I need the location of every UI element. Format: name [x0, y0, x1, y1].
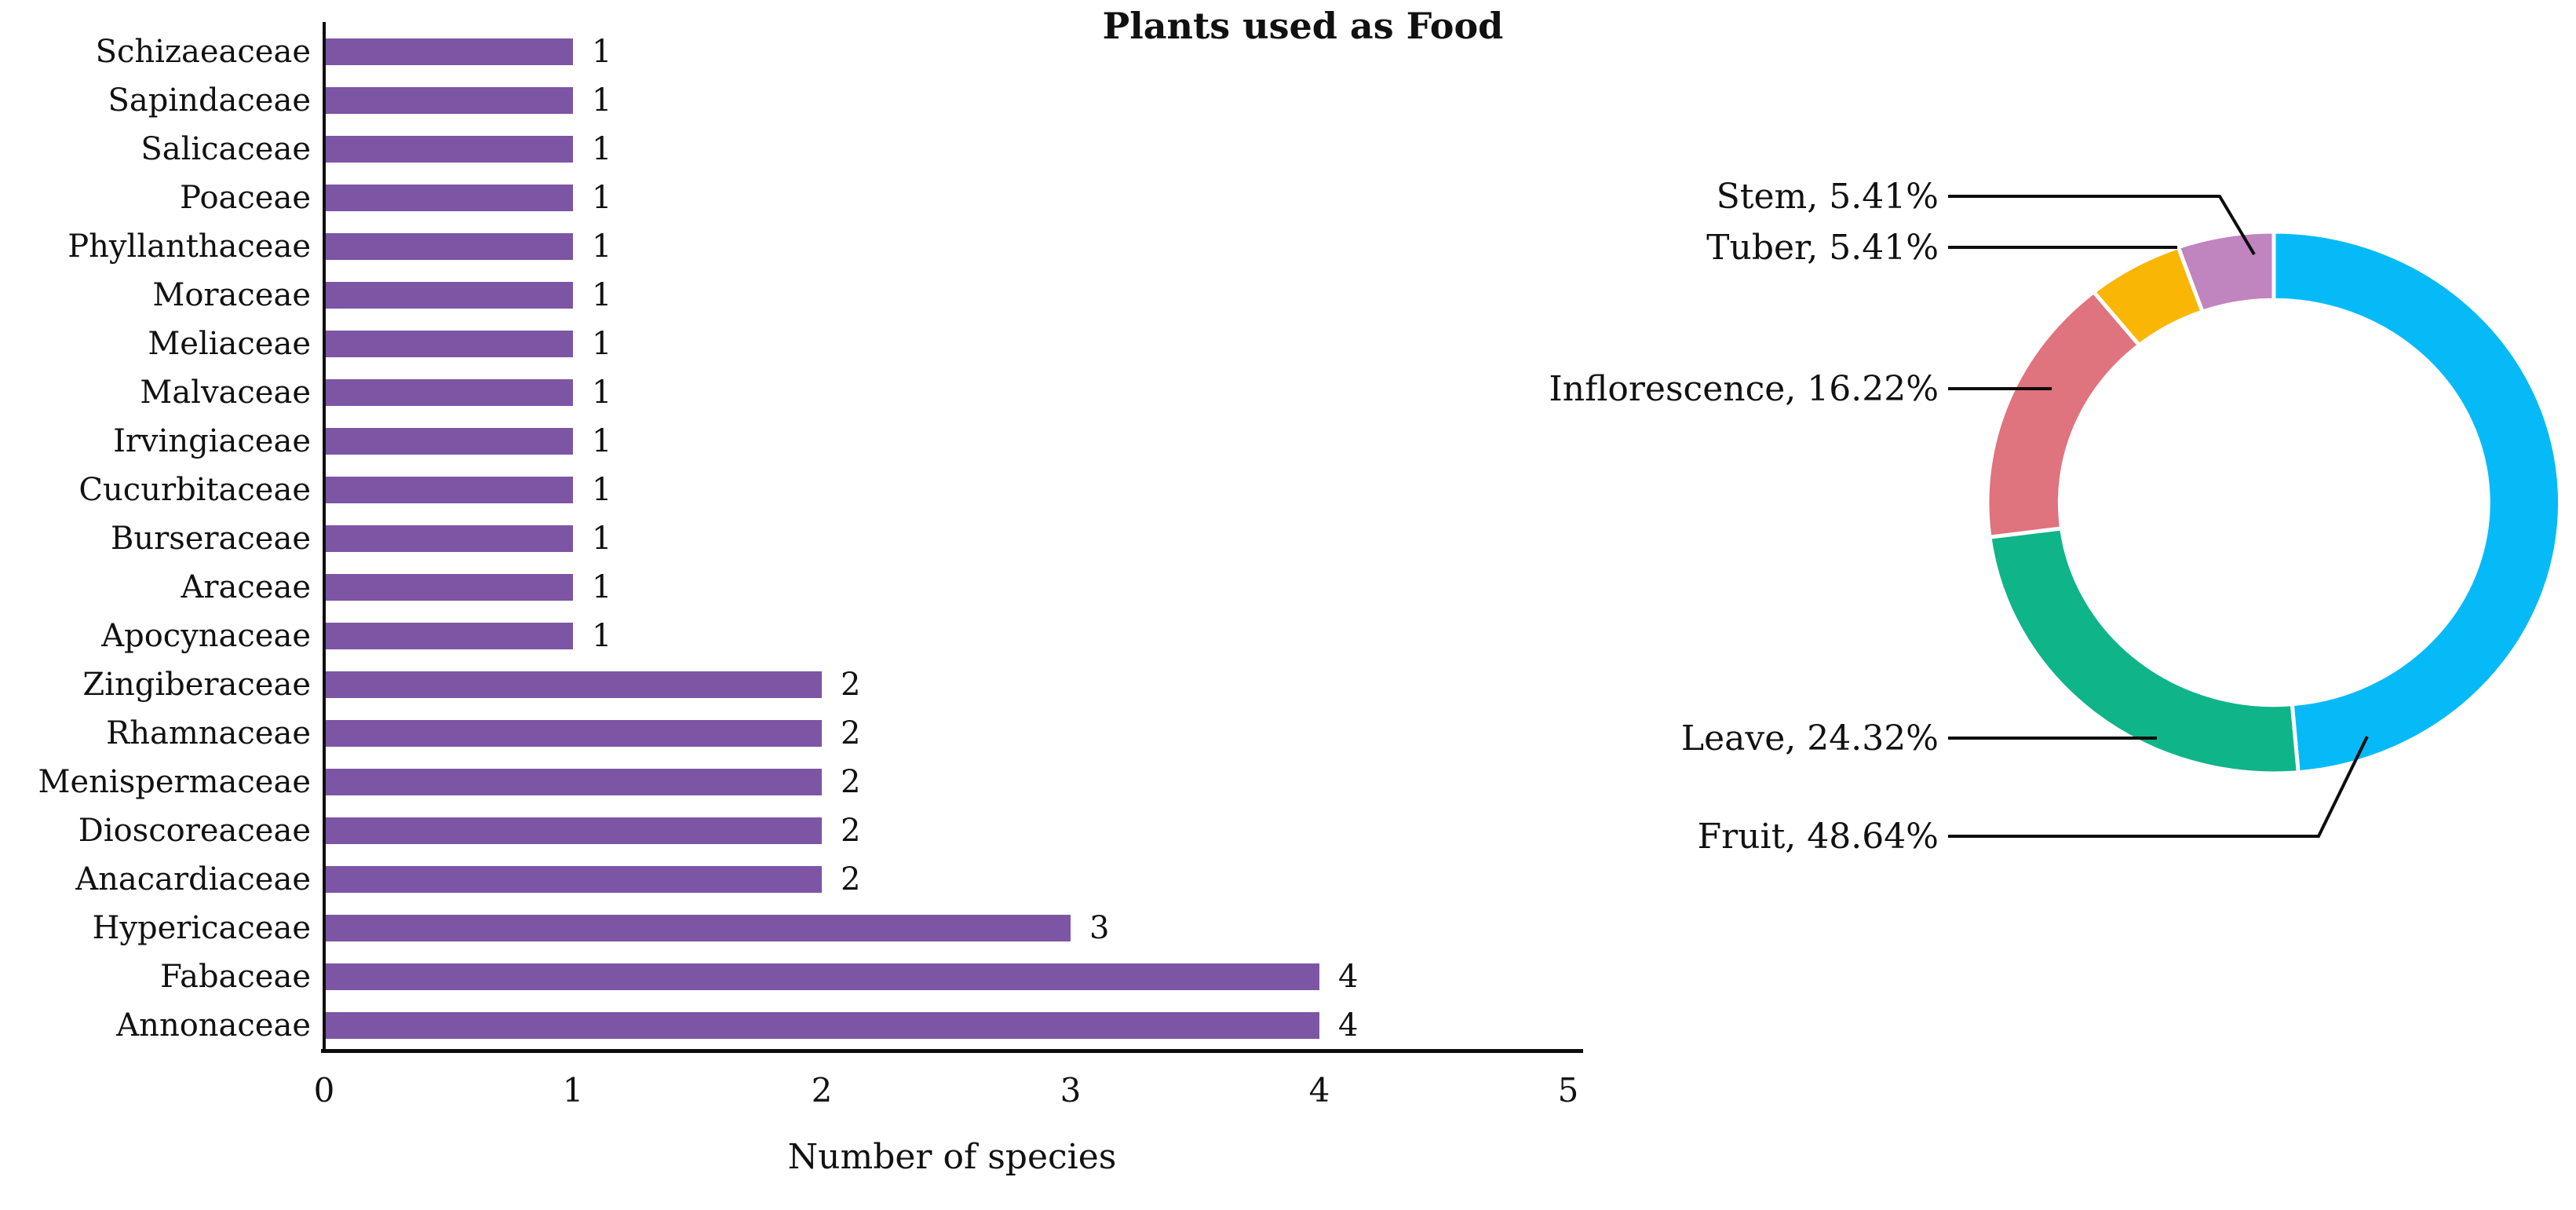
figure-title: Plants used as Food — [1102, 5, 1504, 47]
bar-category-label: Poaceae — [180, 180, 311, 216]
bar — [324, 87, 573, 114]
x-axis-title: Number of species — [787, 1137, 1117, 1177]
x-tick-label: 2 — [811, 1071, 833, 1109]
bar-value-label: 4 — [1338, 959, 1359, 995]
bar — [324, 866, 822, 893]
x-tick-label: 4 — [1308, 1071, 1330, 1109]
donut-label-stem: Stem, 5.41% — [1717, 177, 1939, 217]
bar-category-label: Schizaeaceae — [95, 34, 311, 70]
bar-value-label: 1 — [592, 180, 612, 216]
bar-category-label: Araceae — [181, 569, 311, 605]
bar-category-label: Zingiberaceae — [82, 667, 311, 703]
leader-line-stem — [1948, 195, 2256, 256]
bar — [324, 477, 573, 503]
donut-segment-stem — [2176, 229, 2276, 315]
donut-label-tuber: Tuber, 5.41% — [1706, 228, 1939, 268]
bar-value-label: 1 — [592, 82, 612, 119]
bar-value-label: 2 — [841, 715, 861, 751]
donut-label-fruit: Fruit, 48.64% — [1698, 817, 1939, 857]
bar-value-label: 1 — [592, 375, 612, 411]
bar-category-label: Sapindaceae — [108, 82, 311, 119]
bar-value-label: 1 — [592, 569, 612, 605]
donut-segment-fruit — [2271, 229, 2562, 775]
bar-category-label: Salicaceae — [140, 131, 311, 167]
bar — [324, 282, 573, 309]
bar — [324, 769, 822, 795]
leader-line-fruit — [1948, 736, 2369, 838]
donut-segment-inflorescence — [1985, 289, 2143, 539]
bar-category-label: Anacardiaceae — [75, 861, 311, 897]
bar-category-label: Cucurbitaceae — [78, 472, 311, 508]
bar-value-label: 1 — [592, 131, 612, 167]
x-tick-label: 3 — [1060, 1071, 1082, 1109]
bar-value-label: 1 — [592, 34, 612, 70]
donut-segment-leave — [1987, 526, 2301, 776]
donut-segments — [1985, 229, 2562, 776]
bar-category-label: Burseraceae — [110, 521, 311, 557]
bar-category-label: Phyllanthaceae — [68, 228, 311, 265]
x-tick-label: 5 — [1557, 1071, 1579, 1109]
bar-category-label: Moraceae — [152, 277, 311, 313]
bar — [324, 817, 822, 844]
bar-value-label: 1 — [592, 423, 612, 459]
bar — [324, 233, 573, 260]
bar-value-label: 1 — [592, 521, 612, 557]
bar-value-label: 2 — [841, 861, 861, 897]
bar — [324, 379, 573, 406]
bar — [324, 525, 573, 552]
x-tick-label: 1 — [562, 1071, 584, 1109]
bar-value-label: 2 — [841, 764, 861, 800]
bar — [324, 963, 1319, 990]
bar-category-label: Rhamnaceae — [106, 715, 311, 751]
bar-value-label: 1 — [592, 472, 612, 508]
bar-category-label: Menispermaceae — [38, 764, 311, 800]
bar-category-label: Dioscoreaceae — [78, 813, 311, 849]
bar — [324, 331, 573, 357]
bar — [324, 720, 822, 747]
y-axis-line — [323, 22, 326, 1052]
family-bar-chart: Schizaeaceae 1 Sapindaceae 1 Salicaceae 1 Poac… — [38, 22, 1583, 1177]
bar-value-label: 1 — [592, 277, 612, 313]
bar — [324, 574, 573, 601]
donut-label-inflorescence: Inflorescence, 16.22% — [1549, 369, 1939, 409]
bar-category-label: Meliaceae — [148, 326, 311, 362]
bar — [324, 136, 573, 163]
bar — [324, 38, 573, 65]
bar-value-label: 3 — [1089, 910, 1110, 946]
bar — [324, 185, 573, 211]
bar — [324, 623, 573, 649]
x-axis-line — [321, 1049, 1583, 1053]
bar-category-label: Hypericaceae — [92, 910, 311, 946]
bar — [324, 915, 1071, 941]
bar — [324, 428, 573, 455]
donut-label-leave: Leave, 24.32% — [1681, 718, 1939, 759]
bar-value-label: 2 — [841, 667, 861, 703]
bar-category-label: Fabaceae — [160, 959, 311, 995]
x-tick-label: 0 — [313, 1071, 335, 1109]
bar-value-label: 2 — [841, 813, 861, 849]
bar-category-label: Irvingiaceae — [113, 423, 311, 459]
bar-value-label: 1 — [592, 326, 612, 362]
bar-value-label: 1 — [592, 618, 612, 654]
bar — [324, 671, 822, 698]
bar-value-label: 4 — [1338, 1007, 1359, 1044]
bar-category-label: Apocynaceae — [101, 618, 311, 654]
bar-category-label: Annonaceae — [116, 1007, 311, 1044]
bar-category-label: Malvaceae — [140, 375, 311, 411]
bar-value-label: 1 — [592, 228, 612, 265]
bar — [324, 1012, 1319, 1039]
